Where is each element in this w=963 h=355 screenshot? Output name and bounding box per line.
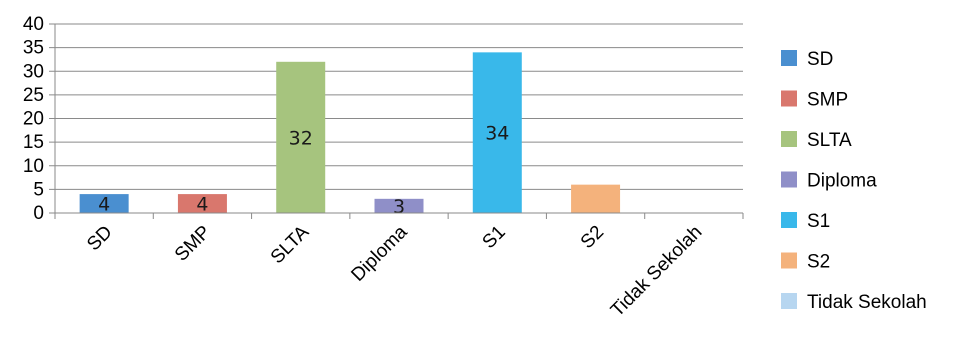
x-tick-label: SLTA [267, 221, 314, 268]
data-label: 34 [485, 123, 509, 145]
legend-label: SMP [807, 90, 848, 111]
legend-label: S1 [807, 211, 830, 232]
y-tick-label: 30 [23, 61, 44, 82]
legend-label: SLTA [807, 130, 852, 151]
data-label: 4 [196, 194, 208, 216]
bar-sd [79, 194, 129, 213]
legend-label: S2 [807, 252, 830, 273]
legend-swatch [781, 293, 797, 309]
y-tick-label: 0 [33, 203, 44, 224]
bar-s1 [472, 52, 522, 213]
legend-label: Tidak Sekolah [807, 292, 927, 313]
x-tick-label: S1 [479, 222, 510, 253]
data-label: 32 [289, 127, 313, 149]
bar-diploma [374, 198, 424, 213]
x-tick-label: SD [83, 222, 117, 256]
legend: SD SMP SLTA Diploma S1 S2 Tidak Sekolah [781, 49, 927, 313]
data-label: 3 [393, 196, 405, 218]
legend-label: SD [807, 49, 833, 70]
x-tick-label: S2 [577, 222, 608, 253]
legend-swatch [781, 171, 797, 188]
legend-swatch [781, 212, 797, 228]
bar-slta [276, 61, 326, 213]
x-tick-label: Tidak Sekolah [607, 222, 706, 321]
y-tick-label: 35 [23, 38, 44, 59]
y-tick-label: 20 [23, 109, 44, 130]
y-tick-label: 40 [23, 14, 44, 35]
x-tick-label: Diploma [347, 221, 411, 285]
legend-swatch [781, 252, 797, 269]
bars: 4 4 32 3 34 [79, 52, 621, 218]
y-tick-label: 15 [23, 132, 44, 153]
data-label: 4 [98, 194, 110, 216]
y-tick-label: 5 [33, 179, 44, 200]
bar-smp [177, 194, 227, 213]
legend-swatch [781, 50, 797, 66]
gridlines [55, 23, 743, 190]
legend-label: Diploma [807, 171, 877, 192]
y-tick-label: 25 [23, 85, 44, 106]
legend-swatch [781, 131, 797, 147]
x-tick-label: SMP [171, 222, 215, 266]
bar-s2 [571, 184, 621, 213]
y-tick-label: 10 [23, 156, 44, 177]
legend-swatch [781, 90, 797, 107]
